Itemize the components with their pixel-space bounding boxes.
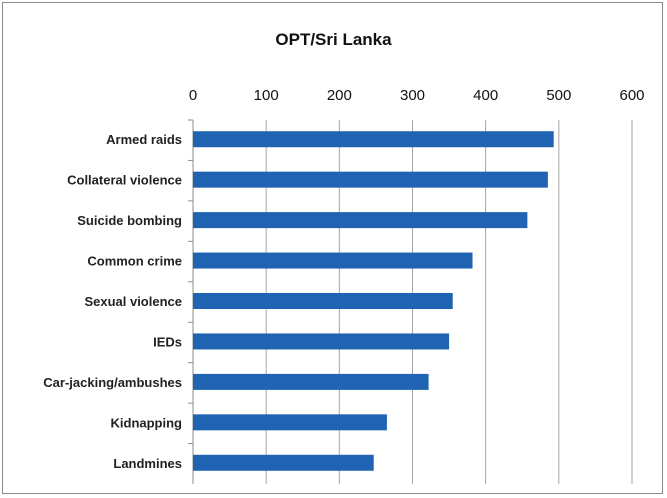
category-label-car-jacking-ambushes: Car-jacking/ambushes	[43, 375, 182, 390]
bars	[193, 131, 554, 471]
bar-sexual-violence	[193, 293, 453, 309]
bar-landmines	[193, 454, 374, 471]
x-tick-label-200: 200	[327, 87, 352, 104]
x-tick-label-0: 0	[189, 87, 197, 104]
category-label-common-crime: Common crime	[87, 254, 182, 269]
x-tick-label-400: 400	[473, 87, 498, 104]
chart-frame	[2, 2, 663, 494]
category-label-ieds: IEDs	[153, 334, 182, 349]
category-label-sexual-violence: Sexual violence	[84, 294, 182, 309]
chart-title: OPT/Sri Lanka	[275, 30, 392, 49]
bar-car-jacking-ambushes	[193, 373, 429, 390]
x-tick-label-100: 100	[254, 87, 279, 104]
bar-suicide-bombing	[193, 212, 528, 229]
category-labels: Armed raids Collateral violence Suicide bo…	[43, 132, 182, 471]
category-label-armed-raids: Armed raids	[106, 132, 182, 147]
bar-collateral-violence	[193, 171, 548, 188]
bar-armed-raids	[193, 131, 554, 148]
x-tick-labels: 0 100 200 300 400 500 600	[189, 87, 645, 104]
bar-kidnapping	[193, 414, 387, 431]
x-tick-label-600: 600	[619, 87, 644, 104]
bar-common-crime	[193, 252, 473, 269]
bar-ieds	[193, 333, 450, 350]
x-tick-label-300: 300	[400, 87, 425, 104]
category-label-suicide-bombing: Suicide bombing	[77, 213, 182, 228]
category-label-kidnapping: Kidnapping	[111, 415, 183, 430]
category-label-landmines: Landmines	[113, 456, 182, 471]
x-tick-label-500: 500	[546, 87, 571, 104]
category-label-collateral-violence: Collateral violence	[67, 173, 182, 188]
